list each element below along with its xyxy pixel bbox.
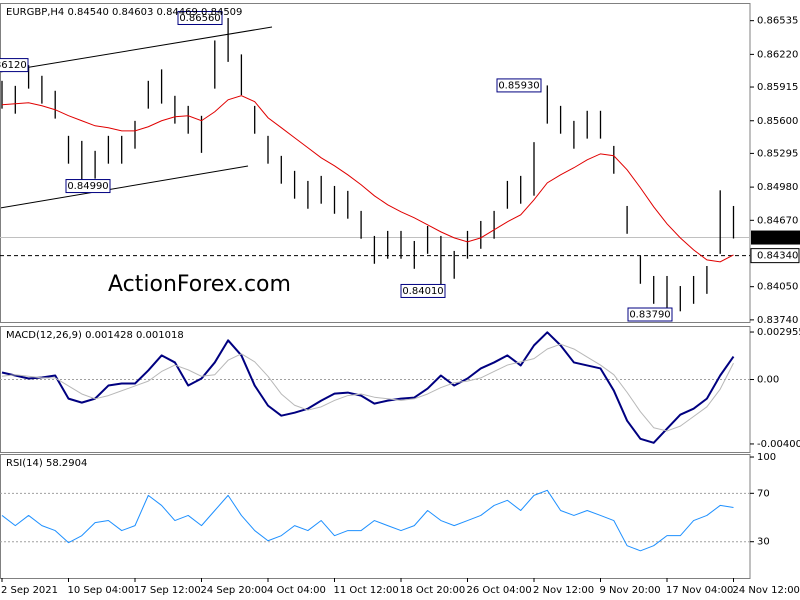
x-tick-label: 24 Nov 12:00 [733,585,800,596]
channel-lower [0,165,249,209]
annotation-label: 0.86560 [179,13,220,24]
annotation-box [177,10,223,25]
y-tick-label: 0.85295 [757,148,798,159]
y-tick-label: 0.002955 [757,327,800,338]
indicator-line [1,343,734,432]
panel-frame [0,326,751,453]
annotation-label: 0.85930 [498,80,539,91]
y-tick-label: 0.86535 [757,16,798,27]
panel-frame [0,3,751,323]
last-price-label: 0.84509 [757,233,798,244]
panel-frame [0,454,751,579]
y-tick-label: 0.83740 [757,315,798,326]
annotation-box [0,58,29,73]
annotation-label: 0.84990 [67,181,108,192]
x-tick-label: 17 Nov 04:00 [666,585,733,596]
moving-average [1,95,734,263]
y-tick-label: 100 [757,452,776,463]
x-tick-label: 18 Oct 20:00 [400,585,465,596]
panel-title: MACD(12,26,9) 0.001428 0.001018 [6,330,184,341]
marker-label: 0.84340 [757,251,798,262]
y-tick-label: 0.85600 [757,116,798,127]
x-tick-label: 10 Sep 04:00 [68,585,135,596]
y-tick-label: 70 [757,488,770,499]
annotation-label: 0.84010 [402,286,443,297]
annotation-box [496,78,542,93]
y-tick-label: 0.00 [757,375,779,386]
y-tick-label: 0.86220 [757,49,798,60]
panel-title: RSI(14) 58.2904 [6,458,87,469]
x-tick-label: 17 Sep 12:00 [134,585,201,596]
annotation-label: 0.83790 [629,310,670,321]
x-tick-label: 11 Oct 12:00 [334,585,399,596]
y-tick-label: 0.84980 [757,182,798,193]
x-tick-label: 24 Sep 20:00 [201,585,268,596]
panel-title: EURGBP,H4 0.84540 0.84603 0.84469 0.8450… [6,7,242,18]
indicator-line [1,331,735,444]
last-price-box [751,230,800,245]
x-tick-label: 26 Oct 04:00 [467,585,532,596]
annotation-box [627,307,673,322]
watermark: ActionForex.com [108,272,291,297]
x-tick-label: 2 Nov 12:00 [533,585,594,596]
y-tick-label: 30 [757,537,770,548]
annotation-box [400,283,446,298]
indicator-line [1,489,734,552]
annotation-box [65,179,111,194]
channel-upper [0,26,273,73]
y-tick-label: 0.85915 [757,82,798,93]
y-tick-label: -0.004009 [757,439,800,450]
x-tick-label: 4 Oct 04:00 [267,585,326,596]
annotation-label: 0.86120 [0,60,27,71]
y-tick-label: 0.84050 [757,282,798,293]
marker-box [750,248,800,264]
x-tick-label: 2 Sep 2021 [1,585,58,596]
y-tick-label: 0.84670 [757,215,798,226]
x-tick-label: 9 Nov 20:00 [600,585,661,596]
